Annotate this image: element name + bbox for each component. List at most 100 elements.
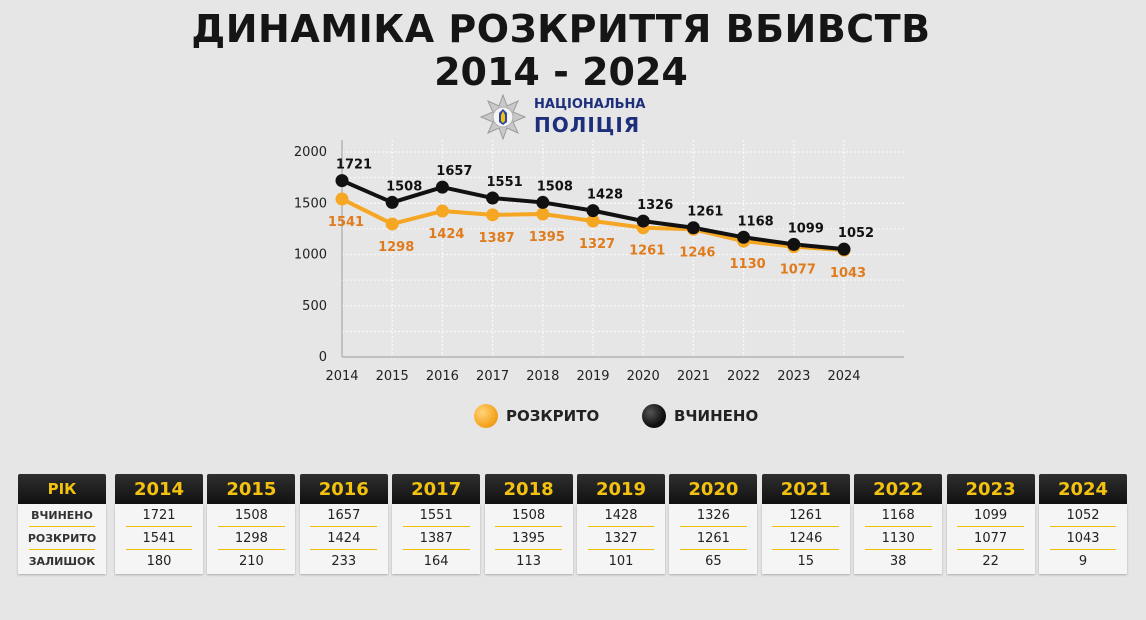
chart-legend: РОЗКРИТО ВЧИНЕНО bbox=[474, 404, 794, 430]
data-point-solved bbox=[536, 207, 550, 221]
table-year-header: 2016 bbox=[299, 474, 388, 504]
data-point-committed bbox=[787, 237, 801, 251]
data-label-solved: 1246 bbox=[679, 245, 715, 260]
cell-remaining: 113 bbox=[516, 554, 541, 569]
table-year-header: 2019 bbox=[577, 474, 665, 504]
cell-solved: 1424 bbox=[300, 527, 388, 550]
data-label-solved: 1395 bbox=[529, 230, 565, 245]
table-column-2015: 2015 1508 1298 210 bbox=[207, 474, 296, 574]
x-tick-label: 2014 bbox=[325, 369, 358, 384]
cell-remaining: 210 bbox=[238, 554, 264, 569]
data-label-solved: 1298 bbox=[378, 240, 414, 255]
cell-committed: 1508 bbox=[485, 504, 573, 527]
legend-label-committed: ВЧИНЕНО bbox=[674, 407, 759, 425]
data-point-committed bbox=[536, 195, 550, 209]
x-tick-label: 2017 bbox=[476, 369, 509, 384]
logo-text-line-2: ПОЛІЦІЯ bbox=[534, 113, 641, 137]
x-tick-label: 2022 bbox=[727, 369, 760, 384]
table-year-header: 2023 bbox=[946, 474, 1035, 504]
x-tick-label: 2015 bbox=[376, 369, 409, 384]
cell-solved: 1395 bbox=[485, 527, 573, 550]
data-label-committed: 1052 bbox=[838, 226, 874, 241]
cell-committed: 1052 bbox=[1039, 504, 1127, 527]
cell-remaining: 101 bbox=[608, 554, 634, 569]
x-tick-label: 2016 bbox=[426, 369, 459, 384]
row-label-solved: РОЗКРИТО bbox=[18, 527, 106, 550]
title-line-1: ДИНАМІКА РОЗКРИТТЯ ВБИВСТВ bbox=[191, 7, 931, 51]
table-year-header: 2014 bbox=[115, 474, 203, 504]
data-label-committed: 1326 bbox=[637, 198, 673, 213]
data-point-committed bbox=[335, 174, 349, 188]
table-year-header: 2015 bbox=[207, 474, 296, 504]
cell-solved: 1043 bbox=[1039, 527, 1127, 550]
row-label-remaining: ЗАЛИШОК bbox=[28, 555, 96, 568]
cell-remaining: 38 bbox=[889, 554, 907, 569]
data-point-committed bbox=[385, 195, 399, 209]
cell-committed: 1326 bbox=[669, 504, 757, 527]
data-point-solved bbox=[486, 208, 500, 222]
x-tick-label: 2020 bbox=[627, 369, 660, 384]
table-column-2014: 2014 1721 1541 180 bbox=[115, 474, 203, 574]
cell-solved: 1541 bbox=[115, 527, 203, 550]
x-tick-label: 2023 bbox=[777, 369, 810, 384]
table-label-column: РІК ВЧИНЕНО РОЗКРИТО ЗАЛИШОК bbox=[18, 474, 106, 574]
data-label-solved: 1043 bbox=[830, 266, 866, 281]
x-tick-label: 2024 bbox=[827, 369, 860, 384]
data-label-committed: 1508 bbox=[537, 179, 573, 194]
cell-committed: 1508 bbox=[207, 504, 295, 527]
data-point-solved bbox=[385, 217, 399, 231]
y-tick-label: 1500 bbox=[294, 196, 327, 211]
data-point-committed bbox=[435, 180, 449, 194]
data-label-committed: 1551 bbox=[487, 175, 523, 190]
data-label-solved: 1327 bbox=[579, 237, 615, 252]
table-column-2024: 2024 1052 1043 9 bbox=[1039, 474, 1127, 574]
police-star-icon bbox=[480, 94, 526, 140]
data-label-solved: 1424 bbox=[428, 227, 464, 242]
table-column-2017: 2017 1551 1387 164 bbox=[392, 474, 481, 574]
cell-remaining: 164 bbox=[423, 554, 449, 569]
data-label-committed: 1261 bbox=[687, 205, 723, 220]
line-chart: 0 500 1000 1500 2000 2014 2015 2016 2017 2018 2019… bbox=[294, 140, 904, 384]
data-label-committed: 1721 bbox=[336, 158, 372, 173]
cell-remaining: 15 bbox=[797, 554, 815, 569]
cell-solved: 1261 bbox=[669, 527, 757, 550]
data-label-committed: 1168 bbox=[738, 214, 774, 229]
legend-dot-solved bbox=[474, 404, 498, 428]
legend-item-solved: РОЗКРИТО bbox=[474, 404, 599, 428]
data-label-solved: 1541 bbox=[328, 215, 364, 230]
data-label-solved: 1261 bbox=[629, 244, 665, 259]
data-label-solved: 1077 bbox=[780, 263, 816, 278]
x-tick-label: 2019 bbox=[576, 369, 609, 384]
x-tick-label: 2018 bbox=[526, 369, 559, 384]
data-point-committed bbox=[486, 191, 500, 205]
table-column-2021: 2021 1261 1246 15 bbox=[761, 474, 850, 574]
cell-remaining: 22 bbox=[982, 554, 999, 569]
cell-committed: 1428 bbox=[577, 504, 665, 527]
police-logo: НАЦІОНАЛЬНА ПОЛІЦІЯ bbox=[480, 94, 670, 140]
data-point-committed bbox=[837, 242, 851, 256]
table-year-header: 2022 bbox=[854, 474, 943, 504]
cell-committed: 1168 bbox=[854, 504, 942, 527]
table-column-2020: 2020 1326 1261 65 bbox=[669, 474, 758, 574]
data-label-committed: 1428 bbox=[587, 188, 623, 203]
cell-solved: 1298 bbox=[207, 527, 295, 550]
legend-label-solved: РОЗКРИТО bbox=[506, 407, 600, 425]
cell-solved: 1387 bbox=[392, 527, 480, 550]
table-column-2018: 2018 1508 1395 113 bbox=[484, 474, 573, 574]
cell-solved: 1246 bbox=[762, 527, 850, 550]
y-tick-label: 1000 bbox=[294, 248, 327, 263]
y-tick-label: 500 bbox=[302, 299, 327, 314]
legend-dot-committed bbox=[642, 404, 666, 428]
data-point-committed bbox=[737, 230, 751, 244]
data-point-committed bbox=[636, 214, 650, 228]
cell-committed: 1721 bbox=[115, 504, 203, 527]
data-label-committed: 1508 bbox=[386, 179, 422, 194]
logo-text-line-1: НАЦІОНАЛЬНА bbox=[534, 97, 646, 112]
row-label-committed: ВЧИНЕНО bbox=[18, 504, 106, 527]
cell-committed: 1657 bbox=[300, 504, 388, 527]
table-year-header: 2017 bbox=[392, 474, 481, 504]
data-table: РІК ВЧИНЕНО РОЗКРИТО ЗАЛИШОК 2014 1721 154… bbox=[18, 474, 1130, 576]
data-point-solved bbox=[435, 204, 449, 218]
cell-remaining: 233 bbox=[331, 554, 357, 569]
table-year-header: 2020 bbox=[669, 474, 758, 504]
